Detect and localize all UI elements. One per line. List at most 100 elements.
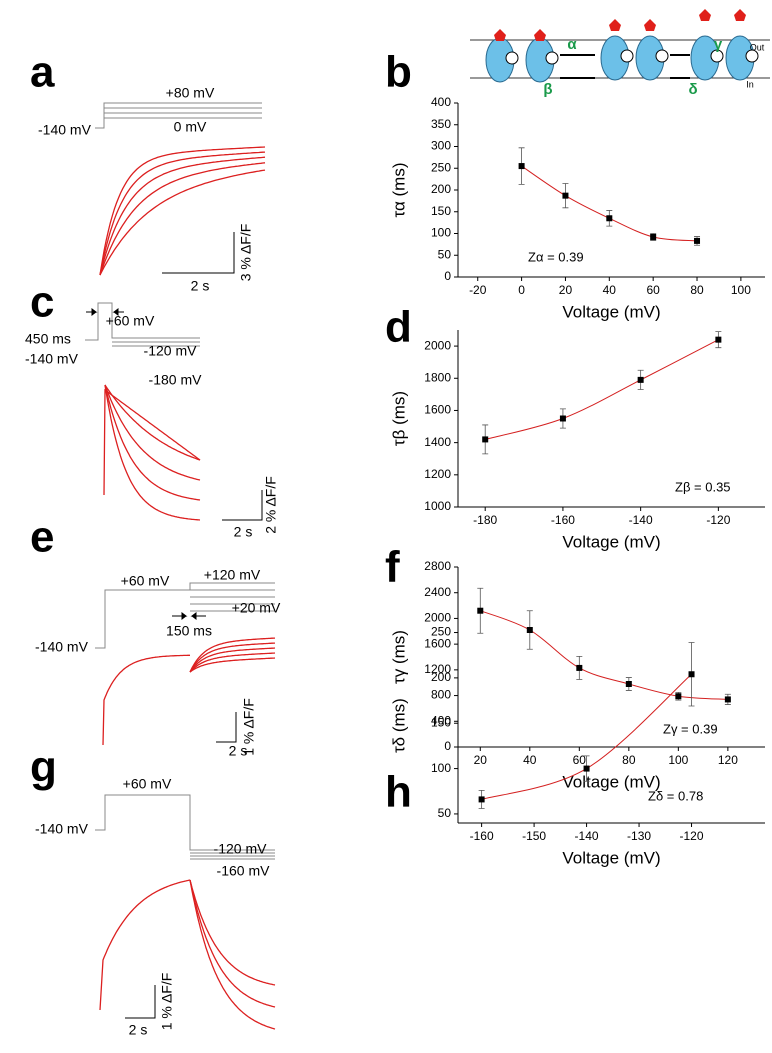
rate-label: α xyxy=(567,36,577,53)
trace-label: -180 mV xyxy=(149,372,203,388)
data-point xyxy=(625,681,632,687)
x-tick-label: -140 xyxy=(629,513,653,527)
y-tick-label: 2000 xyxy=(424,338,451,352)
scale-bar xyxy=(125,985,156,1019)
y-tick-label: 50 xyxy=(438,806,452,820)
data-point xyxy=(637,376,644,383)
scale-bar xyxy=(216,712,237,743)
fluorescence-trace xyxy=(104,384,201,501)
side-label: Out xyxy=(750,42,765,52)
trace-label: 2 s xyxy=(234,524,253,540)
y-tick-label: 350 xyxy=(431,117,451,131)
charge xyxy=(745,49,759,63)
x-axis-title: Voltage (mV) xyxy=(562,848,660,867)
panel-label: c xyxy=(30,278,54,327)
fluorophore xyxy=(534,29,546,41)
scale-label: 2 % ΔF/F xyxy=(263,476,279,534)
trace-label: 2 s xyxy=(229,743,248,759)
x-tick-label: 120 xyxy=(718,753,738,767)
fluorescence-trace xyxy=(189,647,276,673)
data-point xyxy=(477,607,484,614)
data-point xyxy=(482,436,489,443)
y-tick-label: 100 xyxy=(431,761,451,775)
trace-label: -140 mV xyxy=(25,351,79,367)
fluorescence-trace xyxy=(99,162,266,276)
scale-bar xyxy=(162,232,235,274)
panel-label: d xyxy=(385,303,412,352)
x-tick-label: 80 xyxy=(622,753,636,767)
y-axis-title: τα (ms) xyxy=(389,162,408,217)
trace-label: -120 mV xyxy=(144,343,198,359)
trace-label: -140 mV xyxy=(38,122,92,138)
data-point xyxy=(606,215,613,222)
fluorescence-trace xyxy=(189,879,276,1008)
voltage-protocol xyxy=(95,582,275,649)
x-tick-label: -130 xyxy=(627,829,651,843)
y-tick-label: 1800 xyxy=(424,370,451,384)
charge xyxy=(545,51,559,65)
trace-label: 450 ms xyxy=(25,331,71,347)
data-point xyxy=(518,163,525,170)
y-tick-label: 400 xyxy=(431,713,451,727)
panel-label: h xyxy=(385,768,412,817)
data-point xyxy=(583,765,590,772)
trace-label: -160 mV xyxy=(217,863,271,879)
y-tick-label: 2800 xyxy=(424,559,451,573)
x-axis-title: Voltage (mV) xyxy=(562,772,660,791)
y-tick-label: 300 xyxy=(431,139,451,153)
voltage-protocol xyxy=(95,794,275,860)
fluorescence-trace xyxy=(104,384,201,521)
y-axis-title: τδ (ms) xyxy=(389,698,408,753)
arrow xyxy=(86,308,124,316)
fluorescence-trace xyxy=(104,384,201,461)
trace-label: +60 mV xyxy=(106,313,155,329)
scale-bar xyxy=(222,490,263,521)
panel-label: f xyxy=(385,543,400,592)
x-tick-label: -180 xyxy=(473,513,497,527)
y-tick-label: 400 xyxy=(431,95,451,109)
fluorophore xyxy=(494,29,506,41)
x-tick-label: 60 xyxy=(646,283,660,297)
y-tick-label: 200 xyxy=(431,670,451,684)
trace-label: -140 mV xyxy=(35,639,89,655)
fluorescence-trace xyxy=(189,642,275,673)
x-tick-label: 80 xyxy=(690,283,704,297)
y-tick-label: 150 xyxy=(431,715,451,729)
trace-label: +60 mV xyxy=(121,573,170,589)
rate-label: δ xyxy=(688,81,697,98)
x-tick-label: -160 xyxy=(551,513,575,527)
fluorophore xyxy=(699,9,711,21)
trace-label: 150 ms xyxy=(166,623,212,639)
x-axis-title: Voltage (mV) xyxy=(562,532,660,551)
fit-curve xyxy=(521,165,698,242)
trace-label: 0 mV xyxy=(174,119,207,135)
y-tick-label: 50 xyxy=(438,247,452,261)
y-tick-label: 100 xyxy=(431,226,451,240)
annotation: Zδ = 0.78 xyxy=(648,788,703,803)
y-tick-label: 800 xyxy=(431,688,451,702)
y-tick-label: 250 xyxy=(431,160,451,174)
x-tick-label: 40 xyxy=(603,283,617,297)
fluorescence-trace xyxy=(189,879,276,986)
y-tick-label: 1200 xyxy=(424,467,451,481)
x-tick-label: -160 xyxy=(470,829,494,843)
x-tick-label: -140 xyxy=(575,829,599,843)
panel-label: g xyxy=(30,743,57,792)
panel-label: e xyxy=(30,513,54,562)
y-tick-label: 1600 xyxy=(424,403,451,417)
y-tick-label: 0 xyxy=(444,269,451,283)
trace-label: 2 s xyxy=(191,278,210,294)
y-tick-label: 1600 xyxy=(424,636,451,650)
fluorescence-trace xyxy=(99,156,266,276)
trace-label: -120 mV xyxy=(214,841,268,857)
x-tick-label: -20 xyxy=(469,283,487,297)
data-point xyxy=(724,696,731,703)
y-tick-label: 2000 xyxy=(424,611,451,625)
x-tick-label: 0 xyxy=(518,283,525,297)
charge xyxy=(505,51,519,65)
charge xyxy=(655,49,669,63)
rate-label: β xyxy=(543,81,552,98)
y-tick-label: 1200 xyxy=(424,662,451,676)
fluorophore xyxy=(609,19,621,31)
